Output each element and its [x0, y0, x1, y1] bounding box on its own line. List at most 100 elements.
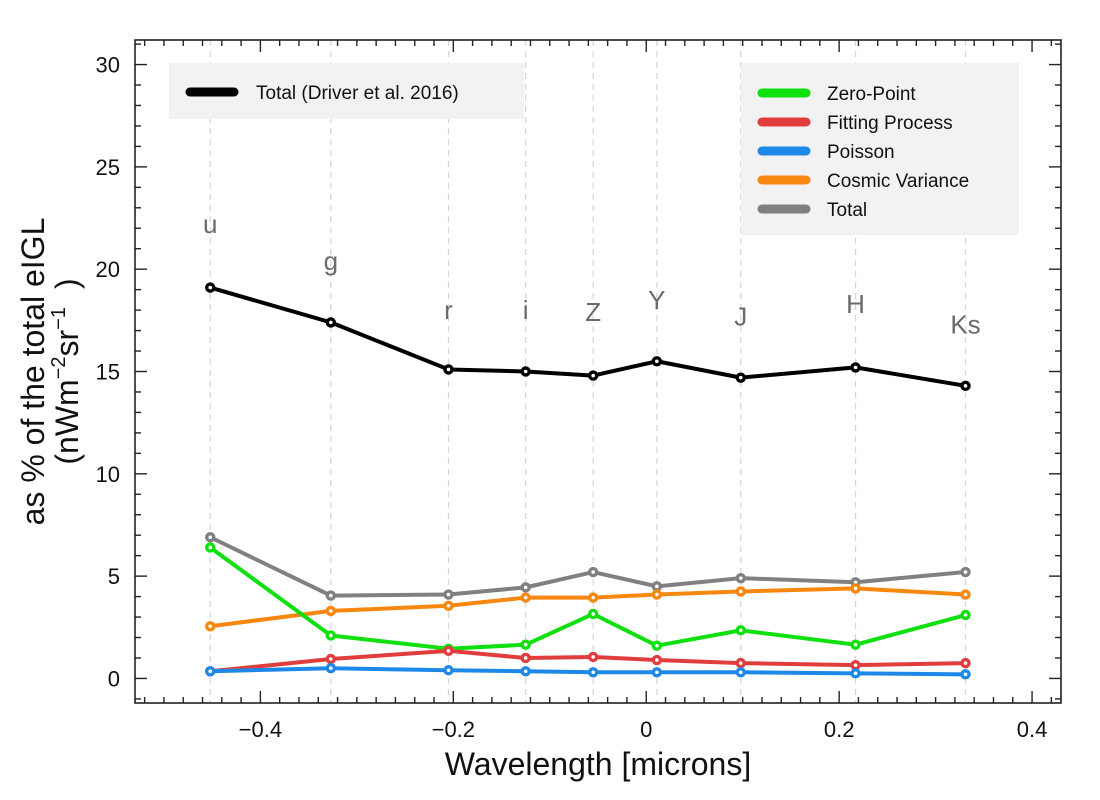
data-point-center — [738, 661, 743, 665]
data-point-center — [446, 668, 451, 673]
band-label-h: H — [846, 289, 865, 319]
data-point-center — [329, 593, 333, 598]
data-point-center — [208, 545, 213, 550]
data-point-center — [446, 604, 451, 608]
x-tick-label: −0.4 — [239, 717, 282, 742]
data-point-center — [523, 585, 528, 590]
y-tick-label: 30 — [96, 53, 120, 78]
data-point-center — [738, 628, 743, 633]
legend-components: Zero-Point Fitting Process Poisson Cosmic V… — [741, 63, 1019, 235]
data-point-center — [853, 642, 858, 647]
data-point-center — [446, 592, 451, 597]
y-unit-exp1: −2 — [48, 357, 70, 380]
data-point-center — [446, 649, 451, 653]
data-point-center — [963, 672, 968, 677]
data-point-center — [853, 586, 858, 591]
x-tick-label: 0.4 — [1017, 717, 1048, 742]
data-point-center — [446, 367, 451, 372]
y-tick-label: 20 — [96, 257, 120, 282]
data-point-center — [591, 570, 595, 574]
data-point-center — [655, 592, 659, 597]
series-poisson — [205, 663, 971, 680]
legend-main: Total (Driver et al. 2016) — [169, 63, 524, 119]
series-total-driver-et-al-2016 — [205, 282, 971, 392]
legend-label-total-driver-et-al-2016: Total (Driver et al. 2016) — [256, 83, 459, 104]
data-point-center — [523, 669, 528, 674]
legend-label-cosmic-variance: Cosmic Variance — [827, 171, 969, 192]
x-tick-labels: −0.4 −0.2 0 0.2 0.4 — [239, 717, 1048, 742]
data-point-center — [591, 595, 595, 600]
data-point-center — [329, 609, 333, 613]
y-tick-label: 25 — [96, 155, 120, 180]
band-label-ks: Ks — [950, 309, 980, 339]
data-point-center — [853, 671, 858, 676]
data-point-center — [655, 658, 659, 662]
data-point-center — [738, 589, 743, 594]
data-point-center — [738, 670, 743, 675]
x-tick-label: −0.2 — [432, 717, 475, 742]
data-point-center — [591, 612, 595, 616]
data-point-center — [591, 670, 595, 675]
data-point-center — [853, 365, 858, 370]
band-labels: u g r i Z Y J H Ks — [203, 209, 981, 339]
y-tick-label: 15 — [96, 360, 120, 385]
y-unit-exp2: −1 — [48, 307, 70, 330]
data-point-center — [853, 663, 858, 667]
series-group — [205, 282, 971, 680]
band-label-i: i — [523, 295, 529, 325]
data-point-center — [963, 592, 968, 597]
band-label-u: u — [203, 209, 217, 239]
data-point-center — [963, 613, 968, 617]
y-axis-title-line2: (nWm−2sr−1) — [48, 278, 85, 464]
y-tick-label: 10 — [96, 462, 120, 487]
data-point-center — [329, 666, 333, 671]
data-point-center — [963, 661, 968, 665]
data-point-center — [655, 643, 659, 648]
data-point-center — [655, 584, 659, 589]
data-point-center — [208, 285, 213, 290]
data-point-center — [523, 595, 528, 600]
data-point-center — [655, 670, 659, 675]
legend-label-fitting-process: Fitting Process — [827, 113, 953, 134]
data-point-center — [523, 656, 528, 660]
band-label-y: Y — [648, 285, 665, 315]
band-label-r: r — [444, 295, 453, 325]
legend-label-zero-point: Zero-Point — [827, 84, 916, 105]
y-tick-label: 5 — [108, 564, 120, 589]
data-point-center — [963, 384, 968, 388]
data-point-center — [208, 669, 213, 674]
data-point-center — [591, 373, 595, 378]
legend-label-poisson: Poisson — [827, 142, 895, 163]
y-tick-label: 0 — [108, 666, 120, 691]
y-axis-title-line1: as % of the total eIGL — [15, 218, 51, 526]
data-point-center — [963, 570, 968, 574]
axis-ticks — [135, 40, 1061, 703]
data-point-center — [655, 359, 659, 364]
x-tick-label: 0.2 — [824, 717, 855, 742]
data-point-center — [329, 657, 333, 661]
data-point-center — [208, 624, 213, 629]
data-point-center — [523, 369, 528, 374]
data-point-center — [738, 576, 743, 580]
band-label-g: g — [324, 246, 338, 276]
series-total — [205, 532, 971, 601]
data-point-center — [738, 375, 743, 380]
legend-label-total: Total — [827, 200, 867, 221]
data-point-center — [523, 642, 528, 647]
data-point-center — [329, 320, 333, 325]
data-point-center — [329, 633, 333, 638]
y-axis-title: as % of the total eIGL (nWm−2sr−1) — [15, 218, 85, 526]
data-point-center — [853, 580, 858, 585]
series-cosmic-variance — [205, 583, 971, 632]
band-label-z: Z — [585, 297, 601, 327]
data-point-center — [208, 535, 213, 540]
y-tick-labels: 0 5 10 15 20 25 30 — [96, 53, 120, 692]
y-unit-mid: sr — [49, 330, 85, 357]
band-label-j: J — [734, 301, 747, 331]
data-point-center — [591, 655, 595, 659]
y-unit-open: (nWm — [49, 379, 85, 464]
x-axis-title: Wavelength [microns] — [445, 746, 751, 782]
x-tick-label: 0 — [640, 717, 652, 742]
y-unit-close: ) — [49, 278, 85, 289]
